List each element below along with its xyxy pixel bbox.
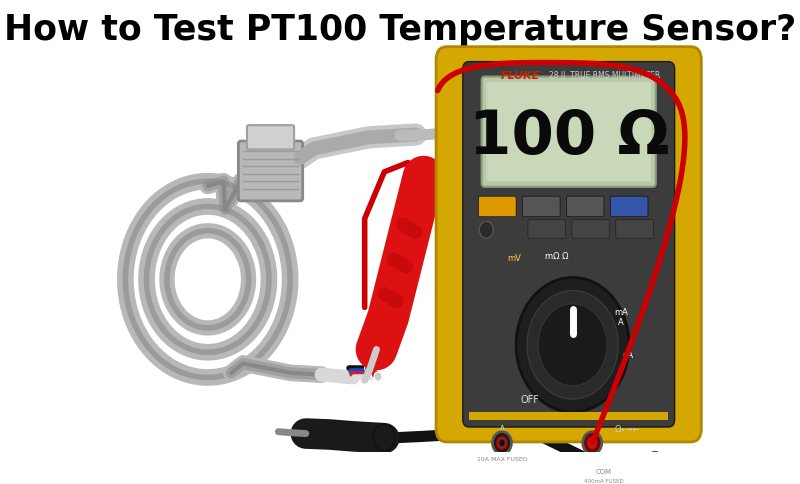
- Text: COM: COM: [596, 468, 612, 474]
- Text: How to Test PT100 Temperature Sensor?: How to Test PT100 Temperature Sensor?: [4, 13, 796, 47]
- Text: 10A MAX FUSED: 10A MAX FUSED: [477, 456, 527, 461]
- FancyBboxPatch shape: [566, 197, 604, 217]
- FancyBboxPatch shape: [478, 197, 516, 217]
- Circle shape: [365, 363, 373, 373]
- FancyBboxPatch shape: [522, 197, 560, 217]
- Text: Ω∙→←: Ω∙→←: [614, 424, 640, 434]
- Circle shape: [499, 439, 505, 447]
- Circle shape: [479, 222, 494, 239]
- FancyBboxPatch shape: [486, 83, 651, 182]
- Circle shape: [647, 453, 663, 471]
- Text: 28 II  TRUE RMS MULTIMETER: 28 II TRUE RMS MULTIMETER: [549, 71, 660, 80]
- FancyBboxPatch shape: [616, 220, 654, 239]
- Text: 400mA FUSED: 400mA FUSED: [584, 478, 624, 483]
- Circle shape: [371, 369, 379, 378]
- Text: FLUKE: FLUKE: [501, 71, 540, 80]
- Bar: [469, 412, 668, 420]
- Circle shape: [586, 436, 598, 451]
- Circle shape: [527, 291, 618, 399]
- FancyBboxPatch shape: [238, 142, 302, 201]
- Text: μA: μA: [622, 350, 633, 359]
- Text: 100 Ω: 100 Ω: [469, 107, 669, 166]
- FancyBboxPatch shape: [528, 220, 566, 239]
- Circle shape: [497, 437, 507, 450]
- Circle shape: [583, 432, 602, 454]
- Text: mV: mV: [507, 254, 521, 263]
- Circle shape: [368, 366, 376, 376]
- Circle shape: [374, 424, 395, 451]
- Circle shape: [650, 456, 660, 467]
- FancyBboxPatch shape: [482, 77, 656, 187]
- FancyBboxPatch shape: [462, 62, 674, 427]
- Circle shape: [538, 304, 607, 386]
- FancyBboxPatch shape: [436, 47, 702, 442]
- FancyBboxPatch shape: [247, 126, 294, 150]
- FancyBboxPatch shape: [572, 220, 610, 239]
- Circle shape: [374, 372, 382, 381]
- FancyBboxPatch shape: [610, 197, 648, 217]
- Text: A: A: [498, 424, 506, 434]
- Circle shape: [493, 432, 511, 454]
- Text: OFF: OFF: [520, 394, 539, 404]
- Circle shape: [516, 278, 629, 412]
- Text: mA
A: mA A: [614, 307, 628, 327]
- Text: mΩ Ω: mΩ Ω: [545, 252, 569, 261]
